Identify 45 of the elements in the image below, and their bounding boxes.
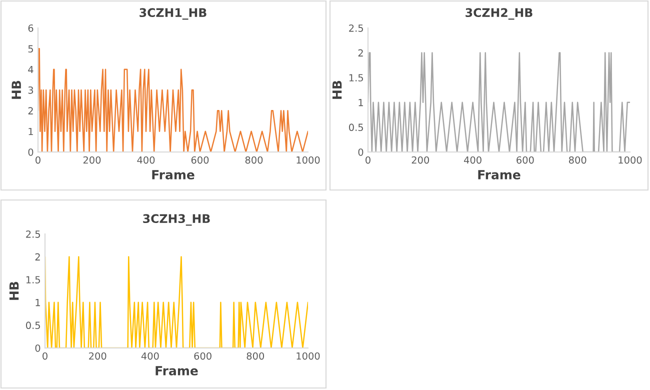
y-tick-label: 2.5 — [26, 230, 40, 238]
chart-title: 3CZH3_HB — [143, 214, 210, 226]
y-axis-title: HB — [12, 80, 21, 99]
y-tick-label: 1.5 — [26, 276, 40, 284]
y-tick-label: 0 — [28, 148, 34, 156]
y-tick-label: 0 — [358, 148, 364, 156]
y-tick-label: 0.5 — [26, 322, 40, 330]
x-tick-label: 800 — [246, 352, 264, 360]
y-tick-label: 3 — [28, 86, 34, 94]
x-tick-label: 1000 — [296, 156, 320, 164]
y-tick-label: 2.5 — [349, 24, 363, 32]
x-tick-label: 400 — [464, 156, 482, 164]
y-tick-label: 1 — [28, 128, 33, 136]
x-tick-label: 200 — [83, 156, 101, 164]
y-tick-label: 1 — [36, 299, 40, 306]
x-tick-label: 0 — [366, 156, 370, 164]
y-tick-label: 0 — [35, 344, 40, 352]
x-tick-label: 200 — [412, 156, 430, 164]
x-tick-label: 400 — [141, 352, 159, 360]
y-tick-label: 4 — [28, 66, 34, 74]
x-tick-label: 400 — [137, 156, 155, 164]
y-tick-label: 1.5 — [349, 74, 363, 82]
x-tick-label: 800 — [568, 156, 586, 164]
chart-title: 3CZH1_HB — [140, 8, 206, 20]
y-tick-label: 5 — [28, 45, 33, 52]
x-axis-title: Frame — [156, 366, 198, 376]
y-tick-label: 6 — [28, 24, 34, 32]
x-axis-title: Frame — [152, 170, 194, 180]
x-axis-title: Frame — [478, 170, 520, 180]
y-axis-title: HB — [332, 80, 342, 99]
x-tick-label: 800 — [245, 156, 263, 164]
y-tick-label: 1 — [358, 99, 363, 106]
x-tick-label: 600 — [191, 156, 209, 164]
x-tick-label: 1000 — [296, 352, 320, 360]
x-tick-label: 600 — [194, 352, 212, 360]
chart-title: 3CZH2_HB — [466, 8, 532, 20]
y-tick-label: 0.5 — [349, 124, 363, 132]
x-tick-label: 1000 — [618, 156, 642, 164]
y-axis-title: HB — [9, 282, 19, 300]
x-tick-label: 600 — [516, 156, 534, 164]
x-tick-label: 200 — [89, 352, 106, 360]
y-tick-label: 2 — [358, 49, 363, 56]
y-tick-label: 2 — [35, 253, 40, 260]
y-tick-label: 2 — [28, 107, 33, 114]
x-tick-label: 0 — [42, 352, 48, 360]
